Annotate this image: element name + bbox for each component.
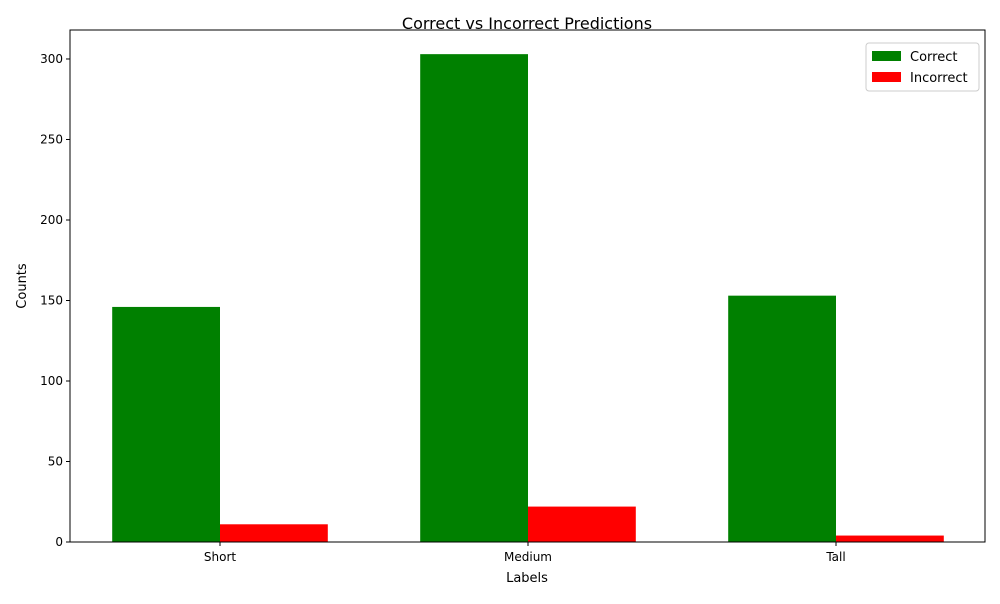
y-tick-label: 300 [40, 52, 63, 66]
bar-correct-medium [420, 54, 528, 543]
bar-incorrect-short [220, 524, 328, 542]
y-tick-label: 200 [40, 213, 63, 227]
x-tick-label: Short [204, 550, 236, 564]
bar-incorrect-medium [528, 506, 636, 542]
x-tick-label: Medium [504, 550, 552, 564]
y-tick-label: 250 [40, 132, 63, 146]
y-axis-label: Counts [15, 263, 30, 309]
y-tick-label: 0 [55, 535, 63, 549]
y-tick-label: 100 [40, 374, 63, 388]
bar-correct-tall [728, 295, 836, 542]
bars-group [112, 54, 944, 543]
legend-label-incorrect: Incorrect [910, 71, 968, 86]
legend-swatch-incorrect [872, 72, 901, 82]
bar-incorrect-tall [836, 535, 944, 542]
chart-title: Correct vs Incorrect Predictions [402, 14, 652, 33]
y-tick-label: 150 [40, 293, 63, 307]
legend: Correct Incorrect [865, 42, 980, 92]
legend-swatch-correct [872, 51, 901, 61]
x-axis-label: Labels [506, 571, 548, 586]
bar-correct-short [112, 306, 220, 542]
x-axis-ticks: Short Medium Tall [204, 542, 846, 564]
plot-frame [69, 29, 986, 543]
x-tick-label: Tall [825, 550, 845, 564]
legend-label-correct: Correct [910, 50, 957, 65]
y-axis-ticks: 0 50 100 150 200 250 300 [40, 52, 70, 549]
y-tick-label: 50 [48, 454, 63, 468]
